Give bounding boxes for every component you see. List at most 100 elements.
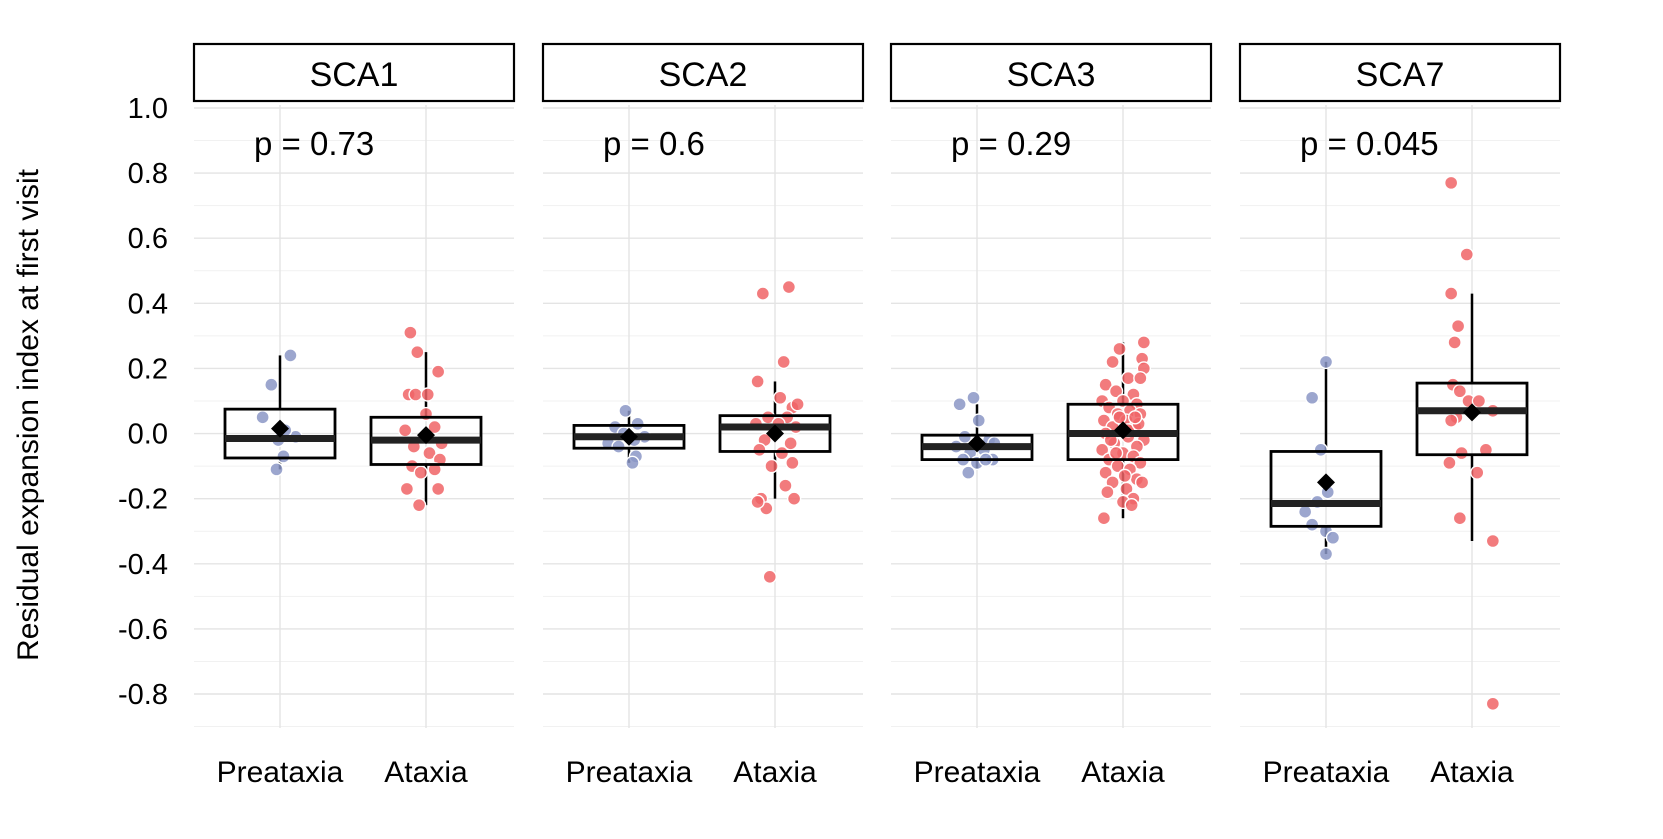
data-point [961, 465, 976, 480]
data-point [752, 442, 767, 458]
data-point [427, 462, 442, 477]
data-point [1459, 247, 1474, 262]
panel-sca2: SCA2 p = 0.6 Preataxia Ataxia [541, 42, 865, 789]
data-point [283, 348, 298, 363]
data-point [781, 279, 797, 295]
y-tick-label: 0.8 [128, 158, 168, 190]
data-point [1447, 335, 1462, 350]
facet-strip [889, 42, 1213, 103]
group-ataxia: Ataxia [718, 279, 832, 789]
group-ataxia: Ataxia [1066, 335, 1180, 789]
data-point [1108, 384, 1124, 399]
panel-grid [891, 105, 1211, 728]
y-tick-label: 0.6 [128, 223, 168, 255]
data-point [411, 497, 427, 513]
data-point [1124, 497, 1139, 513]
data-point [403, 325, 418, 340]
data-point [1112, 341, 1127, 357]
data-point [1318, 546, 1334, 562]
panel-sca7: SCA7 p = 0.045 Preataxia Ataxia [1238, 42, 1562, 789]
group-preataxia: Preataxia [1263, 354, 1390, 789]
data-point [1133, 371, 1148, 386]
data-point [1485, 696, 1501, 711]
data-point [790, 397, 805, 412]
data-point [776, 354, 791, 370]
data-point [1136, 335, 1152, 350]
data-point [1485, 533, 1501, 549]
box [718, 414, 832, 453]
data-point [755, 286, 771, 301]
data-point [420, 387, 435, 402]
data-point [774, 445, 790, 461]
data-point [1100, 484, 1115, 500]
y-tick-label: 0.4 [128, 288, 168, 320]
mean-diamond [271, 419, 289, 438]
data-point [1443, 286, 1459, 301]
y-tick-label: -0.2 [118, 484, 168, 516]
data-point [410, 344, 425, 360]
y-axis-ticks: 1.0 0.8 0.6 0.4 0.2 0.0 -0.2 -0.4 -0.6 -0.8 [118, 93, 168, 711]
panel-sca3: SCA3 p = 0.29 Preataxia Ataxia [889, 42, 1213, 789]
data-point [1443, 175, 1459, 191]
data-point [1094, 442, 1110, 458]
data-point [1325, 530, 1341, 545]
facet-strip [1238, 42, 1562, 103]
panel-grid [1240, 105, 1560, 728]
data-point [1450, 318, 1466, 334]
data-point [778, 478, 793, 493]
facet-strip [541, 42, 865, 103]
data-point [1112, 410, 1127, 425]
y-tick-label: 1.0 [128, 93, 168, 125]
y-axis-label: Residual expansion index at first visit [12, 168, 45, 661]
data-point [1443, 413, 1459, 428]
facet-strip [192, 42, 516, 103]
facet-strip-label: SCA3 [1007, 56, 1096, 94]
data-point [1452, 511, 1468, 526]
data-point [618, 403, 633, 418]
x-category-label: Ataxia [384, 756, 468, 789]
data-point [1117, 468, 1132, 484]
x-category-label: Ataxia [1430, 756, 1514, 789]
data-point [1471, 393, 1487, 409]
data-point [750, 374, 765, 389]
y-tick-label: -0.6 [118, 614, 168, 646]
mean-diamond [417, 426, 435, 445]
p-value-label: p = 0.73 [254, 125, 374, 162]
data-point [427, 419, 442, 435]
data-point [397, 423, 413, 438]
group-ataxia: Ataxia [1415, 175, 1529, 789]
data-point [1098, 465, 1113, 480]
x-category-label: Ataxia [733, 756, 817, 789]
y-tick-label: 0.0 [128, 419, 168, 451]
data-point [269, 462, 284, 477]
mean-diamond [1317, 473, 1335, 492]
data-point [1105, 354, 1120, 370]
mean-diamond [620, 427, 638, 446]
data-point [764, 458, 779, 474]
data-point [430, 364, 446, 379]
data-point [625, 455, 640, 471]
box [1269, 450, 1383, 528]
facet-strip-label: SCA1 [310, 56, 399, 94]
data-point [786, 491, 802, 506]
p-value-label: p = 0.29 [951, 125, 1071, 162]
data-point [630, 416, 645, 431]
data-point [611, 439, 626, 454]
group-preataxia: Preataxia [566, 403, 693, 789]
data-point [276, 449, 291, 464]
data-points [1297, 354, 1341, 562]
data-point [1470, 465, 1485, 480]
data-points [1442, 175, 1501, 711]
data-point [773, 390, 788, 405]
mean-diamond [1463, 403, 1481, 422]
data-point [971, 413, 986, 428]
facet-strip-label: SCA7 [1356, 56, 1445, 94]
x-category-label: Ataxia [1081, 756, 1165, 789]
data-point [966, 390, 981, 405]
data-point [255, 410, 270, 425]
y-tick-label: -0.8 [118, 679, 168, 711]
data-point [1454, 445, 1469, 461]
data-point [430, 481, 446, 497]
x-category-label: Preataxia [914, 756, 1041, 789]
group-ataxia: Ataxia [369, 325, 483, 789]
